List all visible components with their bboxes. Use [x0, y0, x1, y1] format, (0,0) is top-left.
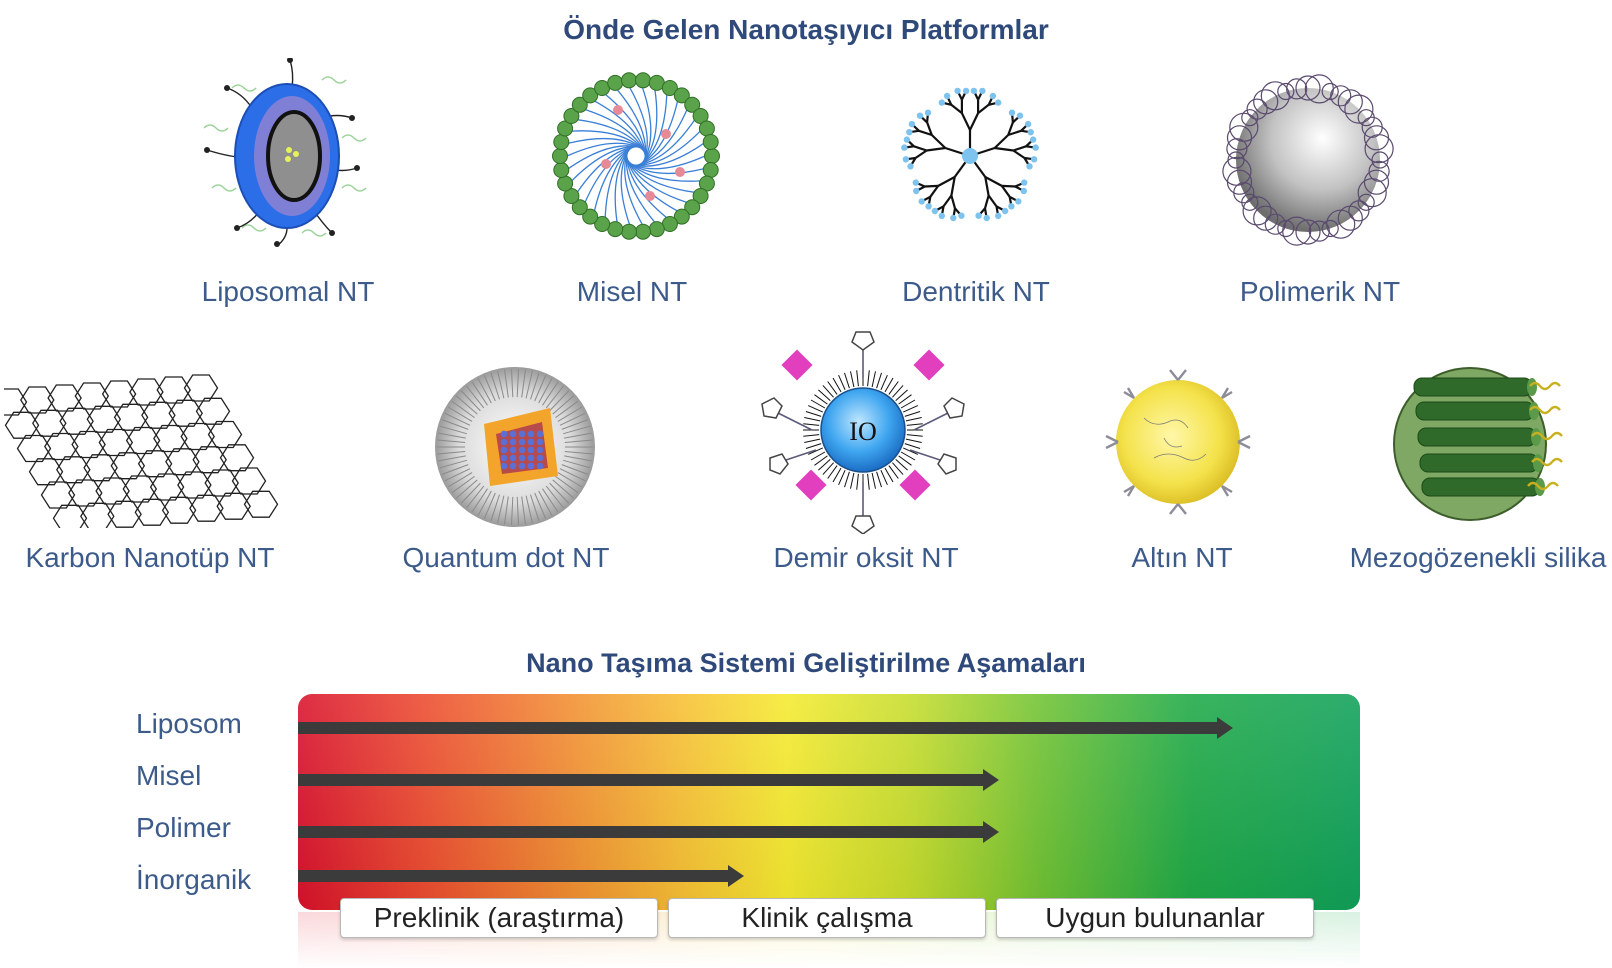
platform-label-quantum-dot: Quantum dot NT — [402, 542, 610, 573]
platform-label-polymeric: Polimerik NT — [1239, 276, 1401, 307]
progress-arrow-inorganik — [298, 865, 744, 887]
platform-label-iron-oxide: Demir oksit NT — [773, 542, 959, 573]
liposome-icon — [203, 58, 367, 247]
micelle-icon — [552, 72, 720, 240]
row-label-inorganik: İnorganik — [136, 864, 252, 895]
iron-oxide-core-label: IO — [849, 417, 876, 446]
polymeric-icon — [1222, 74, 1394, 246]
platform-label-mesoporous-silica: Mezogözenekli silika — [1349, 542, 1607, 573]
platform-label-dendritic: Dentritik NT — [902, 276, 1050, 307]
platform-label-gold: Altın NT — [1131, 542, 1233, 573]
gold-icon — [1105, 369, 1251, 515]
platforms-title: Önde Gelen Nanotaşıyıcı Platformlar — [563, 14, 1049, 45]
mesoporous-silica-icon — [1393, 367, 1563, 521]
platform-label-liposomal: Liposomal NT — [201, 276, 375, 307]
stage-clinical: Klinik çalışma — [668, 898, 986, 938]
platform-label-carbon-nanotube: Karbon Nanotüp NT — [25, 542, 275, 573]
progress-arrow-polimer — [298, 821, 999, 843]
stage-preclinical: Preklinik (araştırma) — [340, 898, 658, 938]
row-label-liposom: Liposom — [136, 708, 242, 739]
progress-arrow-misel — [298, 769, 999, 791]
progress-arrow-liposom — [298, 717, 1233, 739]
row-label-polimer: Polimer — [136, 812, 231, 843]
row-label-misel: Misel — [136, 760, 202, 791]
carbon-nanotube-icon — [4, 374, 279, 528]
stage-approved: Uygun bulunanlar — [996, 898, 1314, 938]
iron-oxide-icon: IO — [761, 331, 965, 534]
quantum-dot-icon — [435, 367, 595, 527]
dendrimer-icon — [901, 87, 1039, 222]
platform-label-micelle: Misel NT — [576, 276, 688, 307]
stages-title: Nano Taşıma Sistemi Geliştirilme Aşamala… — [526, 648, 1086, 678]
